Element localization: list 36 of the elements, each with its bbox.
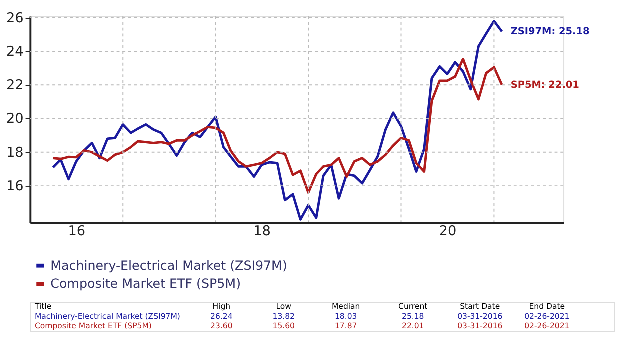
line-series bbox=[52, 20, 504, 221]
text: 22.01 bbox=[402, 322, 424, 331]
y-tick-label: 16 bbox=[6, 178, 24, 194]
text: End Date bbox=[529, 302, 566, 312]
y-tick-label: 18 bbox=[6, 144, 24, 161]
x-tick-label: 16 bbox=[68, 224, 86, 240]
text: 02-26-2021 bbox=[524, 322, 570, 331]
text: High bbox=[212, 302, 231, 312]
x-tick-label: 18 bbox=[254, 224, 271, 240]
text: Current bbox=[398, 302, 428, 312]
y-tick-label: 26 bbox=[6, 10, 24, 26]
text: 25.18 bbox=[402, 312, 424, 321]
text: Median bbox=[332, 302, 360, 312]
annotation: SP5M: 22.01 bbox=[510, 80, 580, 91]
text: 17.87 bbox=[334, 322, 358, 331]
line-series bbox=[52, 58, 504, 194]
text: Start Date bbox=[460, 302, 500, 312]
text: 18.03 bbox=[334, 312, 358, 321]
annotation: ZSI97M: 25.18 bbox=[510, 26, 590, 38]
text: 13.82 bbox=[272, 312, 296, 321]
text: 23.60 bbox=[210, 322, 233, 331]
text: Composite Market ETF (SP5M) bbox=[34, 322, 152, 331]
text: 02-26-2021 bbox=[524, 312, 570, 321]
text: 15.60 bbox=[272, 322, 296, 331]
y-tick-label: 24 bbox=[6, 44, 24, 60]
text: Machinery-Electrical Market (ZSI97M) bbox=[34, 312, 180, 321]
text: Low bbox=[276, 302, 292, 312]
text: 03-31-2016 bbox=[458, 312, 503, 321]
x-tick-label: 20 bbox=[439, 224, 457, 240]
text: 03-31-2016 bbox=[458, 322, 503, 331]
y-tick-label: 20 bbox=[6, 111, 24, 128]
y-tick-label: 22 bbox=[6, 78, 24, 94]
text: Title bbox=[34, 302, 52, 312]
text: 26.24 bbox=[210, 312, 233, 321]
legend-label: Machinery-Electrical Market (ZSI97M) bbox=[50, 258, 288, 273]
legend-label: Composite Market ETF (SP5M) bbox=[50, 276, 242, 292]
